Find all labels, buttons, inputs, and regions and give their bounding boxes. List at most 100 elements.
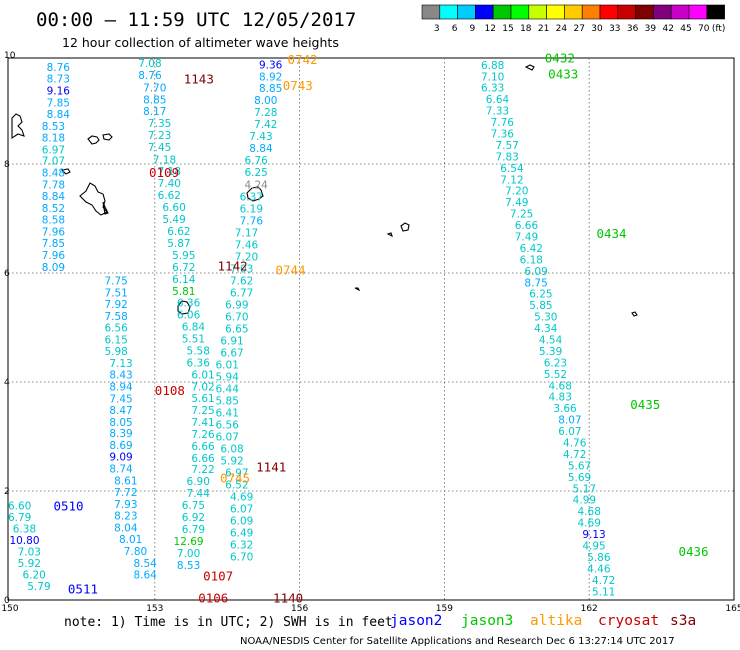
wave-height-value: 6.44: [216, 384, 240, 396]
colorbar-label: 30: [591, 24, 603, 34]
wave-height-value: 7.13: [109, 358, 132, 370]
wave-height-value: 6.90: [187, 476, 210, 488]
pass-time-label: 0108: [155, 383, 185, 398]
satellite-jason2: jason2: [390, 613, 442, 629]
island-outline: [60, 168, 71, 175]
x-tick-label: 159: [436, 604, 453, 614]
wave-height-value: 6.09: [230, 515, 253, 527]
wave-height-value: 6.66: [515, 220, 539, 232]
wave-height-value: 5.98: [104, 346, 127, 358]
island-outline: [177, 300, 191, 315]
chart-title: 00:00 – 11:59 UTC 12/05/2017: [36, 9, 356, 31]
colorbar-label: 33: [609, 24, 620, 34]
wave-height-value: 6.99: [225, 300, 248, 312]
wave-height-value: 7.96: [42, 227, 66, 239]
wave-height-value: 7.08: [138, 58, 161, 70]
wave-height-value: 7.76: [240, 216, 264, 228]
wave-height-value: 7.45: [148, 142, 171, 154]
pass-time-label: 0745: [220, 470, 250, 485]
wave-height-value: 7.12: [500, 174, 523, 186]
wave-height-value: 4.34: [534, 323, 558, 335]
pass-time-label: 0432: [545, 51, 575, 66]
wave-height-value: 6.75: [182, 500, 205, 512]
pass-time-label: 1143: [184, 71, 214, 86]
wave-height-value: 8.47: [109, 405, 132, 417]
wave-height-value: 7.40: [158, 178, 181, 190]
pass-time-label: 0435: [630, 397, 660, 412]
y-tick-label: 0: [4, 596, 10, 606]
wave-height-value: 7.58: [104, 311, 127, 323]
wave-height-value: 5.85: [216, 396, 239, 408]
wave-height-value: 6.33: [481, 83, 504, 95]
wave-height-value: 7.43: [249, 131, 272, 143]
wave-height-value: 4.46: [587, 563, 611, 575]
wave-height-value: 6.70: [225, 312, 248, 324]
wave-height-value: 8.74: [109, 464, 133, 476]
wave-height-value: 9.16: [47, 85, 71, 97]
wave-height-value: 9.09: [109, 452, 132, 464]
wave-height-value: 6.23: [544, 357, 567, 369]
colorbar-label: 6: [452, 24, 458, 34]
wave-height-value: 7.36: [491, 128, 515, 140]
wave-height-value: 7.17: [235, 228, 258, 240]
wave-height-value: 8.75: [524, 277, 547, 289]
wave-height-value: 5.61: [191, 393, 214, 405]
colorbar-swatch: [546, 4, 565, 20]
axis-tick-labels: 150 153 156 159 162 165 0 2 4 6 8 10: [1, 51, 740, 614]
y-tick-label: 10: [4, 51, 16, 61]
colorbar-swatch: [475, 4, 494, 20]
wave-height-value: 6.42: [520, 243, 543, 255]
wave-height-value: 8.85: [143, 95, 166, 107]
wave-height-value: 7.00: [177, 548, 200, 560]
pass-time-label: 0106: [198, 590, 228, 605]
wave-height-value: 7.41: [191, 417, 214, 429]
satellite-altika: altika: [530, 613, 582, 629]
wave-height-value: 10.80: [9, 535, 39, 547]
x-tick-label: 150: [1, 604, 18, 614]
wave-height-value: 7.49: [505, 197, 528, 209]
colorbar-label: 21: [538, 24, 549, 34]
wave-height-value: 5.49: [162, 214, 185, 226]
wave-height-value: 5.87: [167, 238, 190, 250]
wave-height-value: 5.85: [529, 300, 552, 312]
wave-height-value: 6.62: [158, 190, 181, 202]
colorbar-swatch: [492, 4, 512, 20]
pass-time-label: 0743: [283, 78, 313, 93]
x-tick-label: 162: [581, 604, 598, 614]
wave-height-value: 7.93: [114, 499, 137, 511]
wave-height-value: 7.28: [254, 107, 277, 119]
wave-height-value: 6.07: [230, 503, 253, 515]
y-tick-label: 4: [4, 378, 10, 388]
colorbar-swatch: [617, 4, 636, 20]
wave-height-value: 7.49: [515, 231, 538, 243]
wave-height-value: 9.36: [259, 59, 283, 71]
wave-height-value: 7.20: [505, 186, 528, 198]
colorbar-swatch: [670, 4, 690, 20]
colorbar-label: 15: [502, 24, 513, 34]
colorbar-swatch: [510, 4, 530, 20]
wave-height-value: 8.61: [114, 476, 137, 488]
wave-height-value: 7.45: [109, 393, 132, 405]
wave-height-value: 6.15: [104, 334, 127, 346]
wave-height-value: 4.68: [578, 506, 601, 518]
wave-height-value: 7.03: [230, 264, 253, 276]
island-outline: [386, 232, 393, 238]
wave-height-value: 5.81: [172, 286, 195, 298]
wave-height-value: 8.18: [42, 132, 65, 144]
colorbar-swatch: [528, 4, 547, 20]
pass-time-label: 1141: [256, 459, 286, 474]
wave-height-value: 4.83: [549, 392, 572, 404]
wave-height-value: 6.19: [240, 204, 263, 216]
island-outline: [354, 287, 361, 292]
wave-height-value: 7.03: [18, 546, 41, 558]
wave-height-value: 6.92: [182, 512, 205, 524]
pass-time-label: 0107: [203, 568, 233, 583]
wave-height-value: 8.85: [259, 83, 282, 95]
island-coastlines: [11, 64, 638, 317]
colorbar-swatch: [706, 4, 725, 20]
wave-height-value: 4.69: [230, 491, 253, 503]
wave-height-value: 5.51: [182, 333, 205, 345]
wave-height-value: 5.69: [568, 472, 591, 484]
y-tick-label: 2: [4, 487, 10, 497]
island-outline: [79, 182, 108, 216]
